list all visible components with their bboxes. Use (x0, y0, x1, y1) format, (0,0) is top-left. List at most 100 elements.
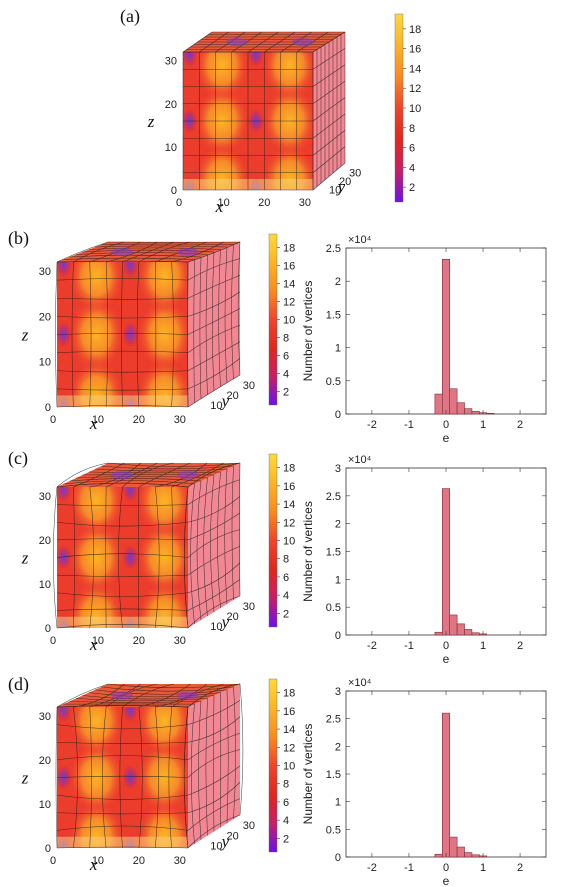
orange-domain (138, 707, 188, 755)
x-tick-label: 30 (174, 414, 186, 426)
y-tick-label: 2.5 (326, 243, 341, 255)
colorbar-tick-label: 12 (409, 83, 421, 95)
z-tick-label: 20 (39, 535, 51, 547)
colorbar-2: 2 4 6 8 10 12 14 16 18 (268, 453, 295, 628)
mesh-line (119, 706, 123, 849)
y-axis-label: y (336, 177, 346, 196)
mesh-line (56, 388, 189, 391)
colorbar-tick-label: 18 (409, 24, 421, 36)
y-tick-label: 10 (210, 621, 222, 633)
x-tick-label: 20 (258, 197, 270, 209)
x-tick-label: 20 (133, 635, 145, 647)
z-tick-label: 0 (45, 402, 51, 414)
mesh-line (138, 683, 191, 708)
colorbar-tick-label: 18 (283, 243, 295, 255)
purple-defect (57, 544, 72, 571)
mesh-line (69, 700, 202, 703)
mesh-line (187, 291, 241, 317)
purple-defect (57, 707, 72, 723)
mesh-line (101, 465, 234, 470)
histogram-bar (456, 402, 465, 415)
cube-side-face (188, 242, 240, 407)
mesh-line (187, 700, 241, 725)
mesh-line (56, 297, 189, 300)
mesh-line (187, 324, 241, 353)
mesh-line (56, 553, 189, 558)
mesh-line (224, 468, 228, 605)
histogram-bar (464, 629, 473, 636)
y-tick-label: 2.5 (326, 491, 341, 503)
mesh-line (233, 686, 236, 820)
x-tick-label: 30 (174, 855, 186, 867)
mesh-line (122, 241, 175, 263)
y-tick-label: 20 (339, 176, 351, 188)
y-multiplier: ×10⁴ (348, 234, 372, 246)
mesh-line (82, 249, 215, 253)
z-tick-label: 30 (165, 56, 177, 68)
histogram-2: -2 -1 0 1 2 0 0.5 1 1.5 2 2.5 3 ×10⁴ e Number of verti… (301, 677, 547, 887)
mesh-line (187, 258, 241, 281)
z-tick-label: 0 (45, 623, 51, 635)
y-tick-label: 1.5 (326, 769, 341, 781)
purple-defect (57, 487, 72, 503)
mesh-line (89, 706, 92, 849)
mesh-line (63, 257, 195, 260)
mesh-line (187, 545, 241, 576)
mesh-line (187, 579, 241, 611)
mesh-line (56, 683, 109, 708)
purple-defect (57, 262, 72, 278)
orange-domain (138, 262, 188, 312)
y-tick-label: 30 (243, 820, 255, 832)
mesh-line (76, 698, 208, 702)
y-axis-label: Number of vertices (301, 501, 315, 602)
orange-domain (70, 487, 123, 535)
x-tick-label: -1 (404, 862, 414, 874)
x-tick-label: -2 (367, 640, 377, 652)
mesh-line (56, 705, 189, 708)
mesh-line (187, 341, 241, 371)
z-tick-label: 30 (39, 266, 51, 278)
mesh-line (210, 474, 215, 613)
mesh-line (312, 64, 346, 87)
colorbar-tick-label: 16 (409, 44, 421, 56)
panel-label: (b) (8, 228, 29, 249)
colorbar-tick-label: 4 (409, 162, 415, 174)
mesh-line (187, 274, 241, 299)
mesh-line (187, 716, 241, 743)
y-tick-label: 0 (335, 630, 341, 642)
mesh-line (56, 812, 189, 815)
mesh-line (203, 477, 208, 617)
x-tick-label: -2 (367, 862, 377, 874)
mesh-line (171, 261, 174, 408)
mesh-line (69, 478, 202, 482)
histogram-bar (434, 631, 443, 636)
mesh-line (183, 706, 189, 849)
y-tick-label: 1 (335, 343, 341, 355)
mesh-line (56, 775, 189, 778)
histogram-bar (464, 852, 473, 858)
colorbar-tick-label: 8 (283, 554, 289, 566)
mesh-line (56, 825, 189, 831)
cube-mesh (55, 683, 244, 849)
histogram-bar (456, 623, 465, 636)
mesh-line (56, 624, 189, 629)
y-tick-label: 10 (329, 185, 341, 197)
mesh-line (56, 278, 189, 281)
mesh-line (312, 80, 346, 104)
mesh-line (56, 504, 189, 507)
mesh-line (187, 683, 241, 708)
x-tick-label: 0 (50, 855, 56, 867)
mesh-line (187, 749, 241, 778)
histogram-bar (449, 836, 458, 858)
mesh-line (88, 247, 221, 250)
histogram-bar (441, 488, 451, 636)
mesh-line (187, 595, 241, 629)
mesh-line (171, 462, 224, 488)
x-tick-label: 2 (517, 862, 523, 874)
z-tick-label: 0 (171, 185, 177, 197)
colorbar-tick-label: 6 (283, 351, 289, 363)
y-tick-label: 0.5 (326, 376, 341, 388)
mesh-line (73, 706, 78, 849)
mesh-line (312, 31, 346, 53)
